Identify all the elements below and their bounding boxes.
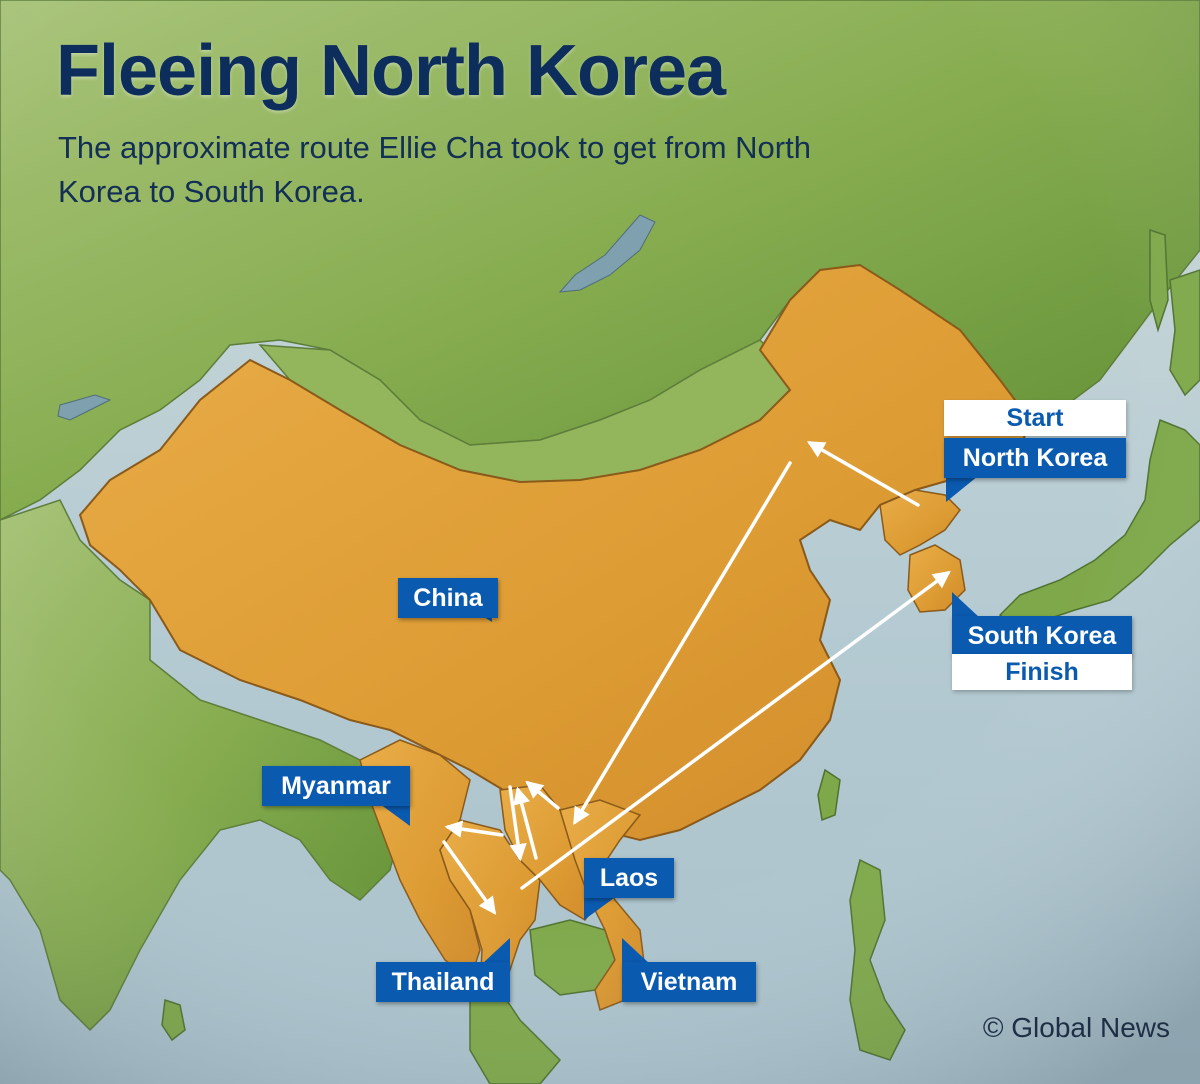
route-arrow-myanmar-to-thailand	[442, 840, 497, 915]
route-arrow-to-myanmar	[444, 820, 504, 838]
south-korea-label: South Korea	[952, 616, 1132, 656]
route-arrow-china-south	[573, 461, 792, 826]
finish-label: Finish	[952, 654, 1132, 690]
china-label: China	[398, 578, 498, 618]
pointer-south-korea	[952, 592, 980, 618]
route-arrow-laos-down	[508, 785, 527, 862]
pointer-thailand	[482, 938, 510, 964]
pointer-north-korea	[946, 476, 978, 502]
pointer-vietnam	[622, 938, 650, 964]
page-subtitle: The approximate route Ellie Cha took to …	[58, 130, 811, 209]
route-arrow-thailand-to-sk	[520, 570, 951, 890]
copyright-credit: © Global News	[982, 1012, 1170, 1043]
north-korea-label: North Korea	[944, 438, 1126, 478]
start-label: Start	[944, 400, 1126, 436]
route-arrow-laos-up	[513, 786, 538, 860]
thailand-label: Thailand	[376, 962, 510, 1002]
vietnam-label: Vietnam	[622, 962, 756, 1002]
laos-label: Laos	[584, 858, 674, 898]
route-arrow-laos-north	[525, 780, 560, 810]
route-arrows	[442, 441, 951, 915]
label-pointers	[380, 476, 980, 964]
pointer-laos	[584, 898, 614, 920]
route-arrow-nk-to-china	[806, 441, 920, 507]
pointer-myanmar	[380, 804, 410, 826]
myanmar-label: Myanmar	[262, 766, 410, 806]
page-title: Fleeing North Korea	[56, 31, 726, 111]
